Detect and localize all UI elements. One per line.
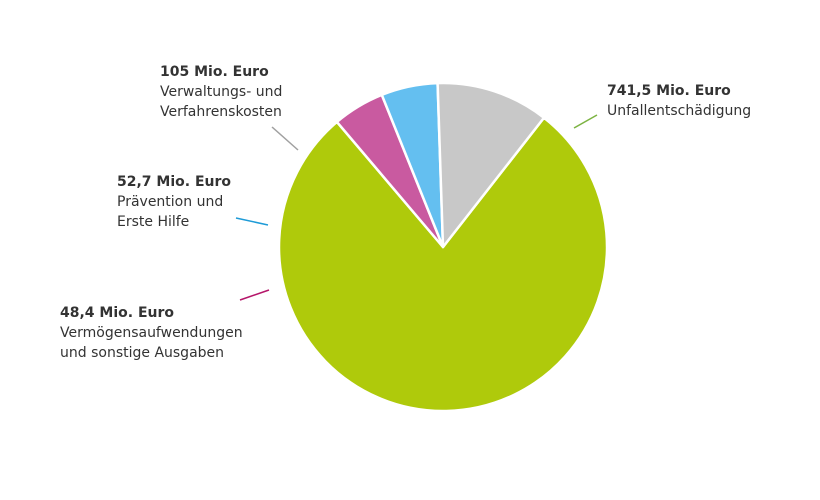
slice-category-label: Erste Hilfe [117, 214, 189, 230]
slice-value-label: 52,7 Mio. Euro [117, 174, 231, 190]
slice-value-label: 48,4 Mio. Euro [60, 305, 174, 321]
leader-line [235, 217, 269, 226]
pie-slice [277, 116, 609, 413]
leader-line [239, 289, 270, 301]
leader-lines [235, 114, 598, 301]
leader-line [271, 126, 299, 151]
slice-value-label: 105 Mio. Euro [160, 64, 269, 80]
slice-category-label: Prävention und [117, 194, 223, 210]
slice-category-label: Vermögensaufwendungen [60, 325, 243, 341]
pie-slices [277, 81, 609, 413]
leader-line [573, 114, 598, 129]
slice-category-label: Unfallentschädigung [607, 103, 751, 119]
slice-category-label: und sonstige Ausgaben [60, 345, 224, 361]
slice-category-label: Verwaltungs- und [160, 84, 282, 100]
pie-slice [436, 81, 546, 249]
slice-category-label: Verfahrenskosten [160, 104, 282, 120]
slice-value-label: 741,5 Mio. Euro [607, 83, 731, 99]
